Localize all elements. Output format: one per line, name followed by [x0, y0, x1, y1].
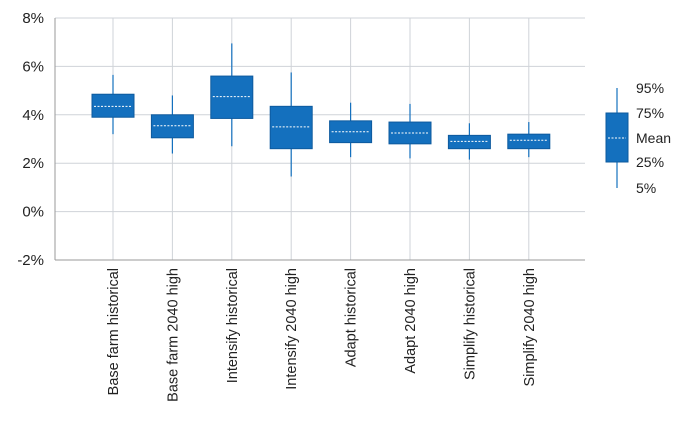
box-3: [210, 43, 254, 147]
box-7: [447, 123, 491, 160]
y-tick-label: 4%: [22, 107, 44, 124]
x-axis-labels: Base farm historical Base farm 2040 high I…: [106, 268, 538, 402]
box-2: [150, 95, 194, 154]
legend: 95% 75% Mean 25% 5%: [605, 80, 671, 196]
x-category-label: Base farm historical: [106, 268, 122, 395]
legend-label: 5%: [636, 180, 656, 196]
box-body: [91, 93, 135, 118]
x-category-label: Adapt 2040 high: [403, 268, 419, 374]
x-category-label: Adapt historical: [344, 268, 360, 367]
box-body: [447, 134, 491, 150]
x-category-label: Simplify 2040 high: [522, 268, 538, 387]
y-tick-label: 0%: [22, 204, 44, 221]
y-axis-ticks: -2% 0% 2% 4% 6% 8%: [17, 10, 44, 269]
box-body: [507, 133, 551, 150]
box-8: [507, 122, 551, 158]
x-category-label: Intensify historical: [225, 268, 241, 383]
legend-label: 95%: [636, 80, 664, 96]
axes: [54, 18, 585, 261]
x-category-label: Intensify 2040 high: [284, 268, 300, 390]
legend-label: Mean: [636, 130, 671, 146]
x-category-label: Simplify historical: [462, 268, 478, 380]
box-4: [269, 72, 313, 177]
grid-lines: [55, 17, 585, 260]
box-body: [150, 114, 194, 139]
box-6: [388, 103, 432, 159]
legend-label: 25%: [636, 154, 664, 170]
y-tick-label: 8%: [22, 10, 44, 27]
legend-label: 75%: [636, 105, 664, 121]
y-tick-label: -2%: [17, 252, 44, 269]
y-tick-label: 6%: [22, 58, 44, 75]
box-body: [210, 75, 254, 119]
box-5: [329, 102, 373, 158]
boxes: [91, 43, 551, 177]
x-category-label: Base farm 2040 high: [165, 268, 181, 402]
box-1: [91, 74, 135, 135]
y-tick-label: 2%: [22, 155, 44, 172]
box-body: [269, 105, 313, 150]
